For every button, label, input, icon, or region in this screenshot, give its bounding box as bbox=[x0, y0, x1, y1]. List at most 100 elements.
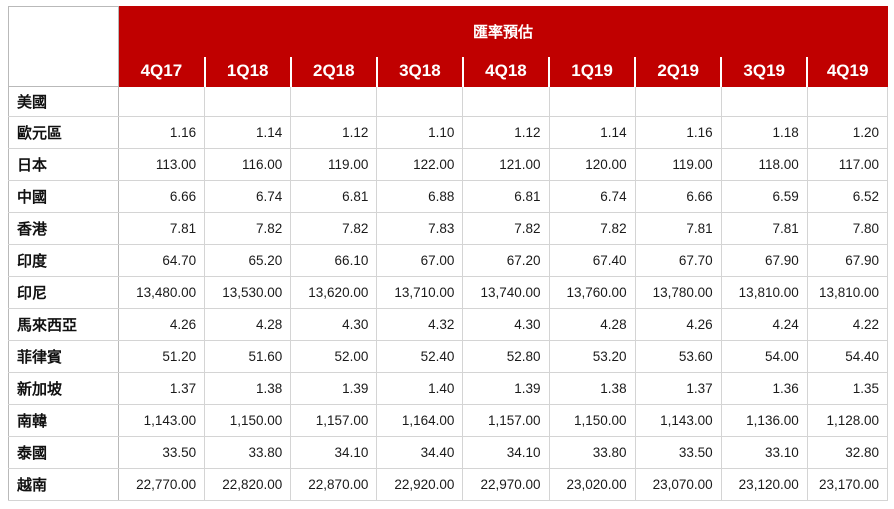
table-row: 新加坡 1.37 1.38 1.39 1.40 1.39 1.38 1.37 1.36 1.35 bbox=[7, 372, 889, 405]
rate-cell: 13,810.00 bbox=[721, 276, 808, 309]
rate-cell: 1.10 bbox=[376, 116, 464, 149]
rate-cell: 116.00 bbox=[204, 148, 292, 181]
table-row: 歐元區 1.16 1.14 1.12 1.10 1.12 1.14 1.16 1.18 1.20 bbox=[7, 116, 889, 149]
currency-region-label: 新加坡 bbox=[7, 372, 120, 405]
rate-cell: 1,164.00 bbox=[376, 404, 464, 437]
rate-cell: 33.50 bbox=[635, 436, 722, 469]
table-row: 菲律賓 51.20 51.60 52.00 52.40 52.80 53.20 53.60 54… bbox=[7, 340, 889, 373]
rate-cell: 1.38 bbox=[549, 372, 636, 405]
rate-cell: 13,530.00 bbox=[204, 276, 292, 309]
rate-cell: 6.81 bbox=[462, 180, 550, 213]
rate-cell: 4.22 bbox=[807, 308, 889, 341]
rate-cell: 4.26 bbox=[118, 308, 206, 341]
rate-cell bbox=[635, 86, 722, 117]
rate-cell: 7.82 bbox=[462, 212, 550, 245]
rate-cell bbox=[376, 86, 464, 117]
rate-cell: 4.28 bbox=[204, 308, 292, 341]
quarter-header: 4Q17 bbox=[118, 56, 205, 87]
rate-cell: 7.83 bbox=[376, 212, 464, 245]
rate-cell: 1,150.00 bbox=[549, 404, 636, 437]
rate-cell: 6.74 bbox=[204, 180, 292, 213]
rate-cell: 23,020.00 bbox=[549, 468, 636, 501]
rate-cell: 1.36 bbox=[721, 372, 808, 405]
rate-cell: 67.40 bbox=[549, 244, 636, 277]
currency-region-label: 日本 bbox=[7, 148, 120, 181]
rate-cell: 33.50 bbox=[118, 436, 206, 469]
rate-cell: 13,740.00 bbox=[462, 276, 550, 309]
rate-cell: 54.00 bbox=[721, 340, 808, 373]
rate-cell: 53.60 bbox=[635, 340, 722, 373]
table-row: 泰國 33.50 33.80 34.10 34.40 34.10 33.80 33.50 33.… bbox=[7, 436, 889, 469]
currency-region-label: 美國 bbox=[7, 86, 120, 117]
table-row: 中國 6.66 6.74 6.81 6.88 6.81 6.74 6.66 6.59 6.52 bbox=[7, 180, 889, 213]
rate-cell: 117.00 bbox=[807, 148, 889, 181]
table-row: 越南 22,770.00 22,820.00 22,870.00 22,920.00 22… bbox=[7, 468, 889, 501]
rate-cell: 6.88 bbox=[376, 180, 464, 213]
rate-cell: 1,157.00 bbox=[462, 404, 550, 437]
currency-region-label: 越南 bbox=[7, 468, 120, 501]
rate-cell: 54.40 bbox=[807, 340, 889, 373]
rate-cell: 13,620.00 bbox=[290, 276, 378, 309]
rate-cell: 1.14 bbox=[204, 116, 292, 149]
rate-cell: 67.00 bbox=[376, 244, 464, 277]
rate-cell: 67.70 bbox=[635, 244, 722, 277]
rate-cell: 1.37 bbox=[118, 372, 206, 405]
table-row: 美國 bbox=[7, 86, 889, 117]
rate-cell: 1.18 bbox=[721, 116, 808, 149]
rate-cell bbox=[807, 86, 889, 117]
rate-cell: 119.00 bbox=[635, 148, 722, 181]
rate-cell: 33.80 bbox=[204, 436, 292, 469]
rate-cell: 7.82 bbox=[290, 212, 378, 245]
rate-cell: 64.70 bbox=[118, 244, 206, 277]
rate-cell: 4.30 bbox=[462, 308, 550, 341]
rate-cell: 22,920.00 bbox=[376, 468, 464, 501]
rate-cell: 1.16 bbox=[118, 116, 206, 149]
table-row: 南韓 1,143.00 1,150.00 1,157.00 1,164.00 1,157.… bbox=[7, 404, 889, 437]
quarter-header: 1Q18 bbox=[203, 56, 291, 87]
rate-cell: 1.14 bbox=[549, 116, 636, 149]
currency-region-label: 印度 bbox=[7, 244, 120, 277]
rate-cell: 7.81 bbox=[721, 212, 808, 245]
rate-cell: 7.81 bbox=[635, 212, 722, 245]
rate-cell bbox=[204, 86, 292, 117]
rate-cell: 7.82 bbox=[549, 212, 636, 245]
rate-cell: 13,480.00 bbox=[118, 276, 206, 309]
rate-cell: 1.38 bbox=[204, 372, 292, 405]
rate-cell: 1,143.00 bbox=[118, 404, 206, 437]
rate-cell: 1,136.00 bbox=[721, 404, 808, 437]
quarter-header-row: 4Q17 1Q18 2Q18 3Q18 4Q18 1Q19 2Q19 3Q19 … bbox=[9, 56, 889, 87]
rate-cell: 22,820.00 bbox=[204, 468, 292, 501]
rate-cell: 1,128.00 bbox=[807, 404, 889, 437]
rate-cell: 122.00 bbox=[376, 148, 464, 181]
rate-cell: 51.20 bbox=[118, 340, 206, 373]
table-row: 馬來西亞 4.26 4.28 4.30 4.32 4.30 4.28 4.26 4.24 4.22 bbox=[7, 308, 889, 341]
rate-cell: 52.80 bbox=[462, 340, 550, 373]
rate-cell bbox=[290, 86, 378, 117]
rate-cell: 113.00 bbox=[118, 148, 206, 181]
table-row: 印尼 13,480.00 13,530.00 13,620.00 13,710.00 13… bbox=[7, 276, 889, 309]
table-row: 香港 7.81 7.82 7.82 7.83 7.82 7.82 7.81 7.81 7.80 bbox=[7, 212, 889, 245]
rate-cell: 34.40 bbox=[376, 436, 464, 469]
rate-cell: 6.66 bbox=[118, 180, 206, 213]
rate-cell bbox=[721, 86, 808, 117]
rate-cell: 6.74 bbox=[549, 180, 636, 213]
rate-cell: 13,810.00 bbox=[807, 276, 889, 309]
currency-region-label: 南韓 bbox=[7, 404, 120, 437]
quarter-header: 1Q19 bbox=[547, 56, 636, 87]
rate-cell: 6.81 bbox=[290, 180, 378, 213]
rate-cell: 1.12 bbox=[290, 116, 378, 149]
rate-cell bbox=[462, 86, 550, 117]
rate-cell: 4.26 bbox=[635, 308, 722, 341]
rate-cell: 22,770.00 bbox=[118, 468, 206, 501]
rate-cell: 7.80 bbox=[807, 212, 889, 245]
table-row: 日本 113.00 116.00 119.00 122.00 121.00 120.00 11… bbox=[7, 148, 889, 181]
rate-cell: 67.90 bbox=[721, 244, 808, 277]
quarter-header: 3Q18 bbox=[375, 56, 463, 87]
rate-cell: 33.80 bbox=[549, 436, 636, 469]
rate-cell: 52.00 bbox=[290, 340, 378, 373]
currency-region-label: 泰國 bbox=[7, 436, 120, 469]
rate-cell: 4.24 bbox=[721, 308, 808, 341]
rate-cell: 1.16 bbox=[635, 116, 722, 149]
rate-cell: 22,870.00 bbox=[290, 468, 378, 501]
rate-cell: 119.00 bbox=[290, 148, 378, 181]
